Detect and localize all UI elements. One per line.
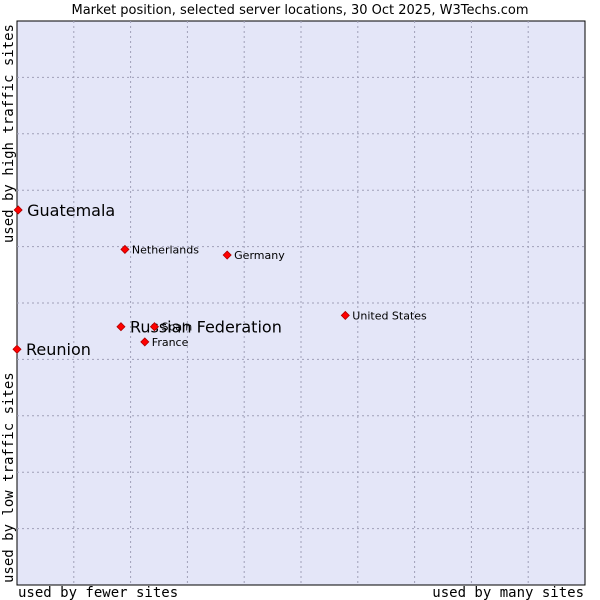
- chart-title: Market position, selected server locatio…: [71, 3, 528, 18]
- grid: [17, 21, 585, 585]
- point-marker-reunion: [12, 344, 22, 354]
- x-axis-label-left: used by fewer sites: [18, 585, 178, 600]
- data-points: Guatemala Netherlands Germany United States…: [12, 201, 427, 359]
- y-axis-label-top: used by high traffic sites: [1, 24, 17, 243]
- point-label-france: France: [152, 336, 189, 349]
- point-label-reunion: Reunion: [26, 340, 91, 359]
- point-marker-france: [140, 337, 150, 347]
- point-marker-guatemala: [13, 205, 23, 215]
- point-label-spain: Spain: [161, 321, 192, 334]
- point-label-germany: Germany: [234, 249, 285, 262]
- point-marker-united-states: [340, 310, 350, 320]
- x-axis-label-right: used by many sites: [432, 585, 584, 600]
- point-label-russian-federation: Russian Federation: [130, 318, 282, 337]
- point-label-united-states: United States: [352, 309, 427, 322]
- point-marker-spain: [149, 322, 160, 332]
- point-label-netherlands: Netherlands: [132, 243, 199, 256]
- point-marker-germany: [222, 250, 232, 260]
- y-axis-label-bottom: used by low traffic sites: [1, 372, 17, 583]
- point-label-guatemala: Guatemala: [27, 201, 115, 220]
- point-marker-netherlands: [120, 244, 130, 254]
- point-marker-russian-federation: [116, 322, 126, 332]
